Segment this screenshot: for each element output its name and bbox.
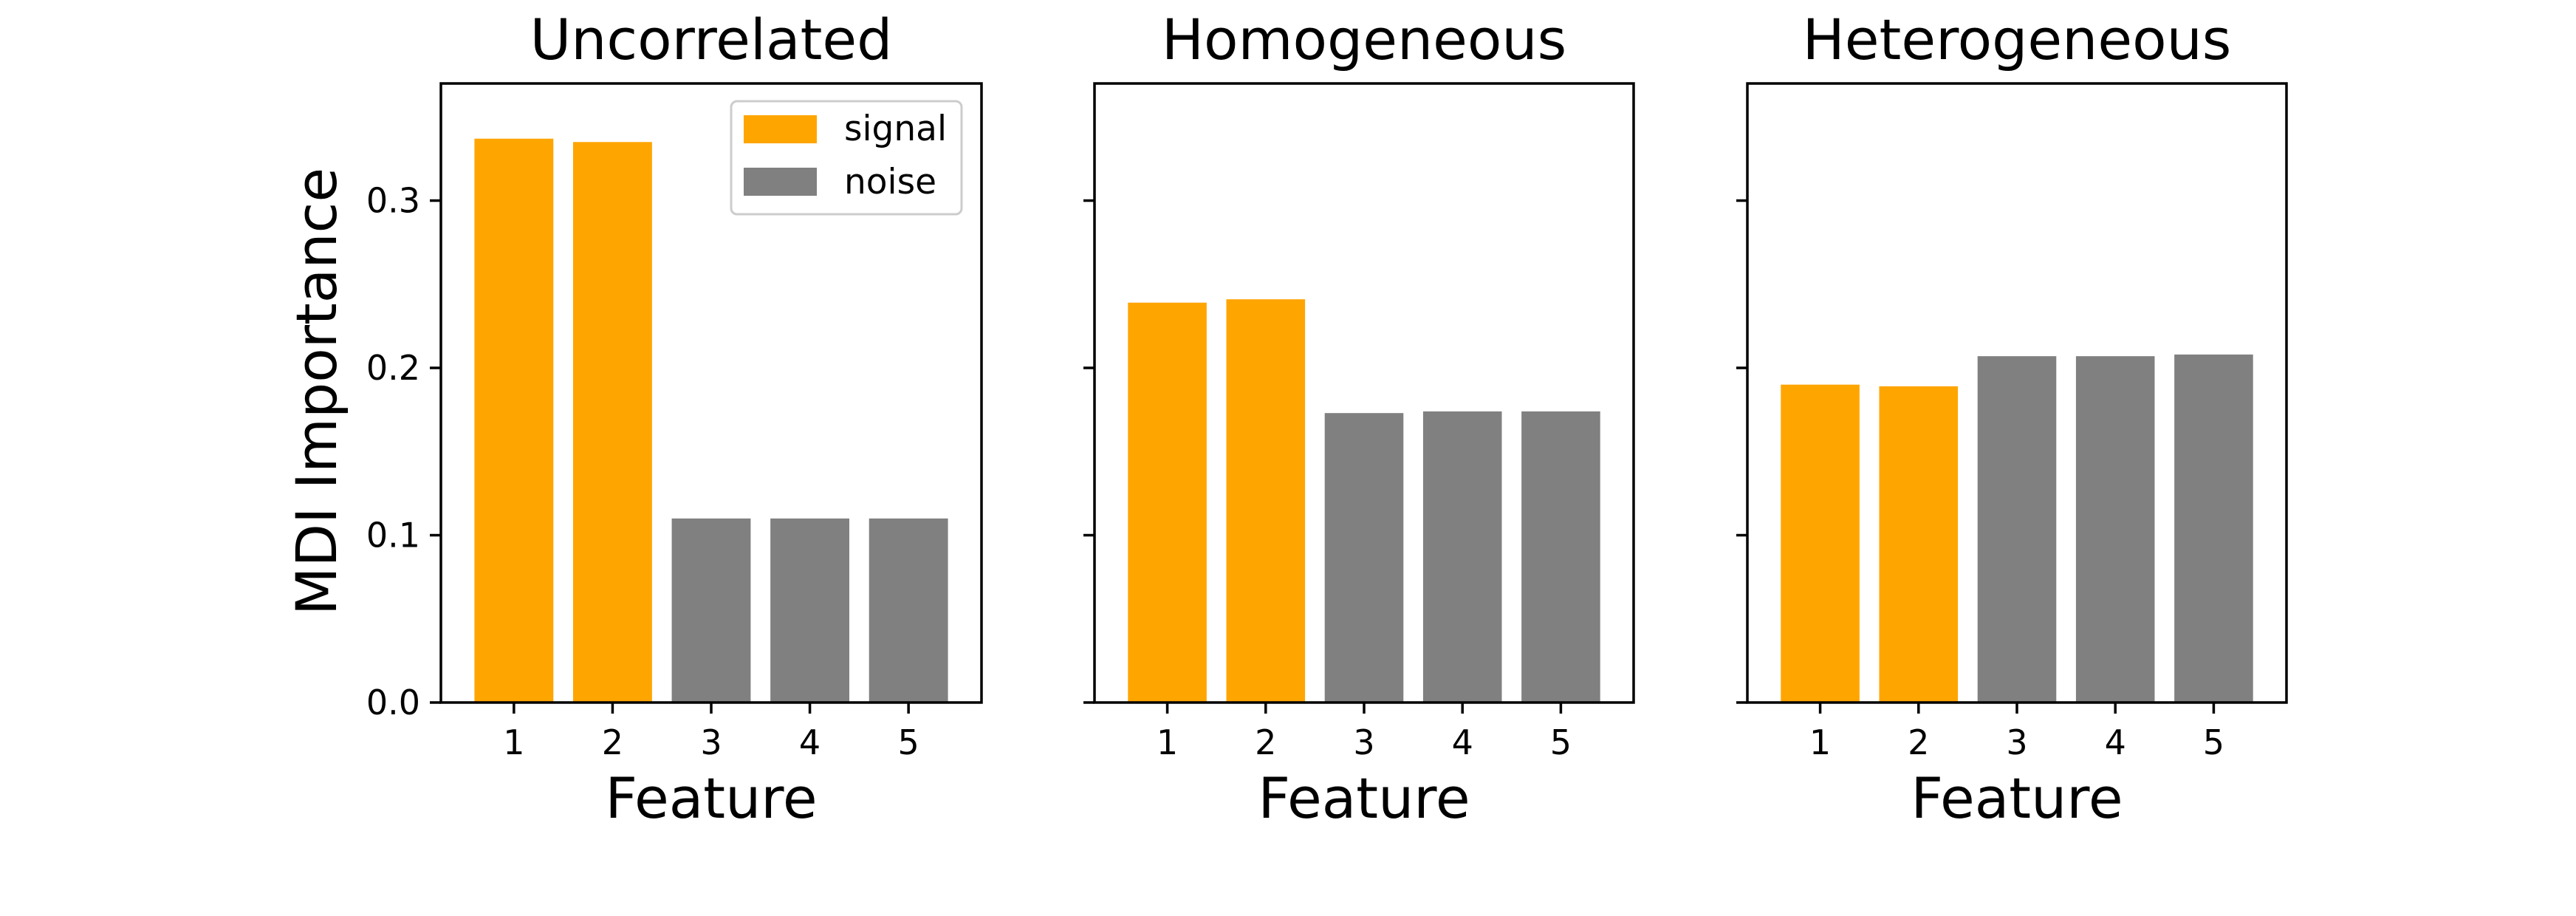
- y-tick-label: 0.3: [366, 181, 420, 221]
- bar-noise: [1977, 356, 2057, 703]
- x-axis-label: Feature: [1911, 765, 2123, 831]
- legend-swatch-noise: [744, 168, 817, 196]
- legend-swatch-signal: [744, 115, 817, 143]
- bar-noise: [2174, 354, 2253, 703]
- x-tick-label: 1: [503, 722, 524, 762]
- bar-noise: [770, 518, 850, 703]
- x-tick-label: 1: [1157, 722, 1178, 762]
- x-tick-label: 5: [898, 722, 919, 762]
- panel-1: 0.0 0.1 0.2 0.3 1 2 3 4 5 Uncorrelated Feature: [366, 7, 983, 831]
- bar-signal: [572, 142, 652, 703]
- panel-2: 1 2 3 4 5 Homogeneous Feature: [1083, 7, 1635, 831]
- x-tick-label: 5: [1550, 722, 1572, 762]
- x-tick-label: 4: [1452, 722, 1473, 762]
- bar-noise: [2075, 356, 2155, 703]
- x-tick-label: 3: [2006, 722, 2027, 762]
- bar-signal: [1879, 386, 1959, 703]
- y-tick-label: 0.1: [366, 516, 420, 556]
- y-tick-label: 0.0: [366, 683, 420, 722]
- bar-signal: [1781, 384, 1860, 703]
- bar-noise: [1324, 413, 1404, 703]
- legend-label-noise: noise: [844, 162, 936, 202]
- bar-signal: [1128, 302, 1207, 703]
- legend: signal noise: [730, 100, 963, 216]
- panel-title: Heterogeneous: [1803, 7, 2232, 72]
- bar-noise: [869, 518, 948, 703]
- x-tick-label: 4: [2105, 722, 2126, 762]
- x-tick-label: 3: [700, 722, 722, 762]
- panel-3: 1 2 3 4 5 Heterogeneous Feature: [1736, 7, 2288, 831]
- x-axis-label: Feature: [1258, 765, 1470, 831]
- legend-label-signal: signal: [844, 109, 947, 149]
- x-tick-label: 5: [2203, 722, 2224, 762]
- panel-title: Homogeneous: [1162, 7, 1566, 72]
- panel-title: Uncorrelated: [530, 7, 893, 72]
- bar-noise: [1521, 411, 1600, 703]
- y-tick-label: 0.2: [366, 348, 420, 388]
- x-tick-label: 3: [1353, 722, 1374, 762]
- bar-signal: [474, 138, 554, 703]
- bar-noise: [671, 518, 751, 703]
- bar-signal: [1226, 299, 1306, 703]
- y-axis-label: MDI Importance: [284, 168, 349, 615]
- x-tick-label: 1: [1809, 722, 1831, 762]
- x-tick-label: 4: [799, 722, 821, 762]
- x-tick-label: 2: [1908, 722, 1929, 762]
- x-axis-label: Feature: [605, 765, 817, 831]
- x-tick-label: 2: [602, 722, 623, 762]
- x-tick-label: 2: [1255, 722, 1276, 762]
- bar-noise: [1422, 411, 1502, 703]
